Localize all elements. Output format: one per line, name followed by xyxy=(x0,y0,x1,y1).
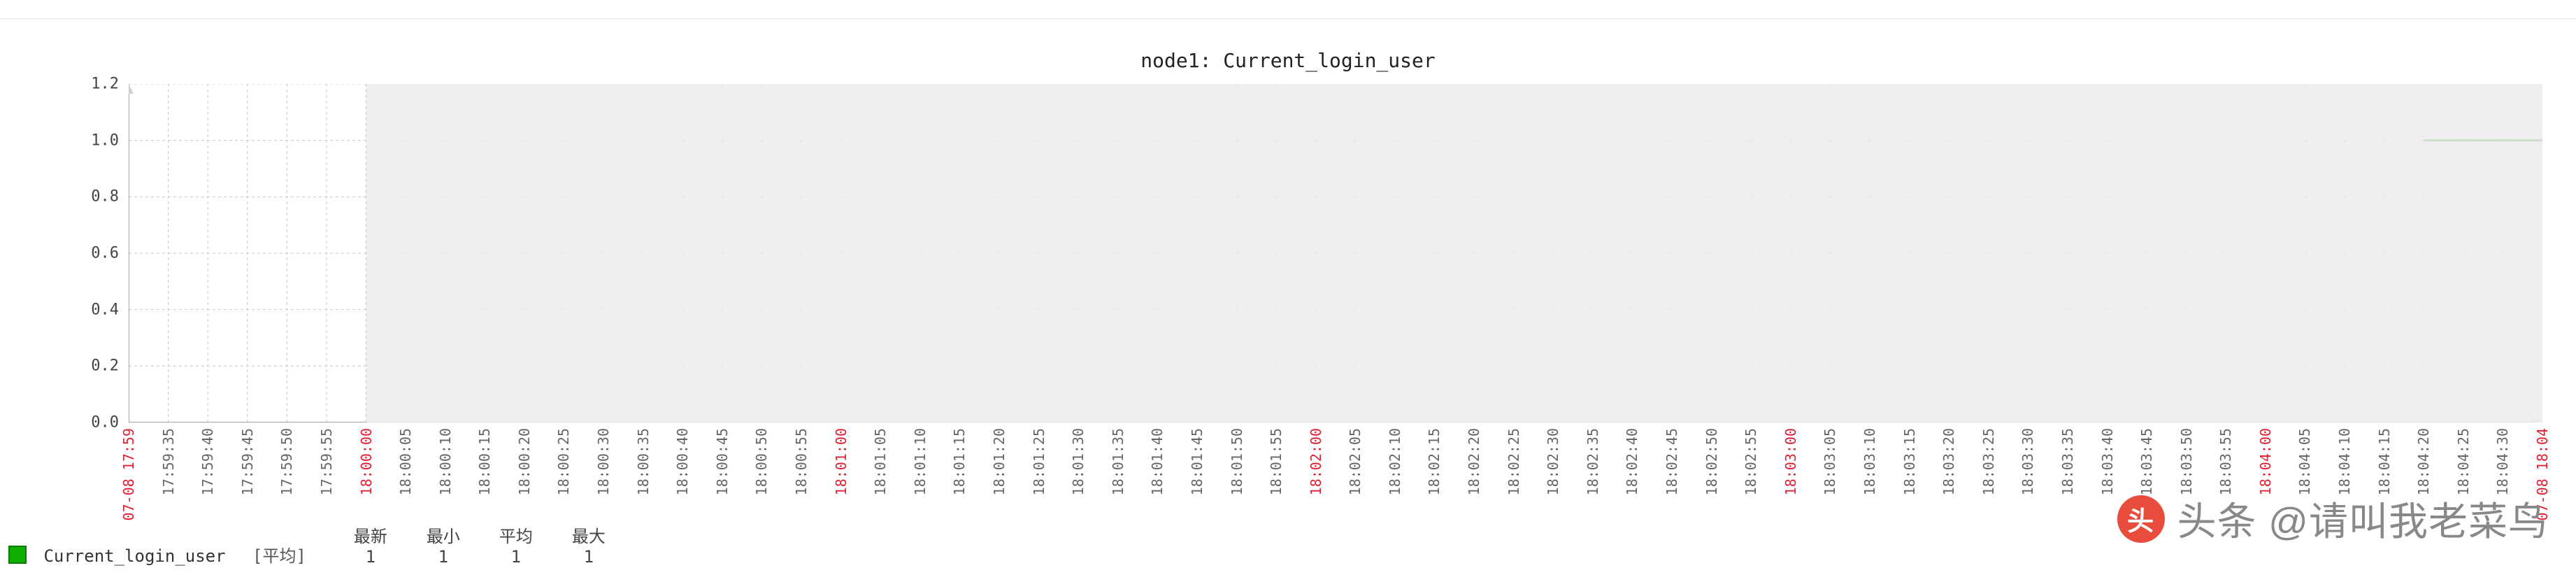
x-tick-label: 18:02:30 xyxy=(1545,428,1561,495)
x-tick-label: 18:03:45 xyxy=(2138,428,2155,495)
x-tick-label: 17:59:45 xyxy=(239,428,256,495)
legend-col-value: 1 xyxy=(407,547,480,567)
x-tick-label: 18:02:55 xyxy=(1743,428,1759,495)
x-tick-label: 18:01:55 xyxy=(1268,428,1285,495)
legend-series-name: Current_login_user xyxy=(43,546,225,566)
x-tick-label: 18:03:25 xyxy=(1980,428,1997,495)
watermark: 头 头条 @请叫我老菜鸟 xyxy=(2117,490,2548,547)
x-tick-label: 18:02:05 xyxy=(1347,428,1364,495)
x-tick-label: 18:00:55 xyxy=(793,428,810,495)
legend-mode: [平均] xyxy=(252,546,306,566)
y-tick-label: 0.8 xyxy=(91,188,119,206)
x-tick-label: 18:00:10 xyxy=(437,428,454,495)
legend-col-value: 1 xyxy=(552,547,625,567)
x-tick-label: 18:03:15 xyxy=(1901,428,1918,495)
chart-shade-region xyxy=(366,84,2542,423)
watermark-text: 头条 @请叫我老菜鸟 xyxy=(2177,490,2548,547)
x-tick-label: 18:03:30 xyxy=(2019,428,2036,495)
x-tick-label: 18:02:25 xyxy=(1505,428,1522,495)
x-tick-label: 18:03:50 xyxy=(2178,428,2195,495)
page-root: node1: Current_login_user 0.00.20.40.60.… xyxy=(0,0,2576,575)
x-tick-label: 17:59:40 xyxy=(199,428,216,495)
x-tick-label: 18:00:45 xyxy=(714,428,731,495)
legend-col-header: 最新 xyxy=(334,523,407,547)
x-tick-label: 18:04:00 xyxy=(2257,428,2274,495)
watermark-logo: 头 xyxy=(2117,495,2165,543)
x-tick-label: 18:03:20 xyxy=(1940,428,1957,495)
x-tick-label: 18:01:00 xyxy=(833,428,850,495)
x-tick-label: 18:00:25 xyxy=(555,428,572,495)
x-tick-label: 18:03:40 xyxy=(2099,428,2116,495)
x-tick-label: 18:04:20 xyxy=(2415,428,2432,495)
x-tick-label: 18:00:00 xyxy=(358,428,375,495)
x-tick-label: 17:59:55 xyxy=(318,428,335,495)
x-tick-label: 07-08 17:59 xyxy=(120,428,137,520)
x-tick-label: 18:00:15 xyxy=(476,428,493,495)
x-tick-label: 18:02:35 xyxy=(1584,428,1601,495)
top-divider xyxy=(0,0,2576,20)
x-tick-label: 18:00:35 xyxy=(635,428,652,495)
x-tick-label: 18:04:05 xyxy=(2296,428,2313,495)
x-tick-label: 18:04:10 xyxy=(2336,428,2353,495)
legend-series: Current_login_user [平均] xyxy=(8,542,306,567)
legend-stats-table: 最新最小平均最大 1111 xyxy=(334,523,625,567)
x-tick-label: 18:02:15 xyxy=(1426,428,1443,495)
x-tick-label: 18:02:45 xyxy=(1663,428,1680,495)
x-tick-label: 18:02:50 xyxy=(1703,428,1720,495)
x-tick-label: 18:02:20 xyxy=(1466,428,1482,495)
x-tick-label: 18:04:15 xyxy=(2376,428,2393,495)
y-tick-label: 0.0 xyxy=(91,414,119,432)
x-tick-label: 18:00:40 xyxy=(674,428,691,495)
y-tick-label: 0.2 xyxy=(91,357,119,375)
x-tick-label: 17:59:35 xyxy=(160,428,177,495)
legend-col-header: 平均 xyxy=(480,523,552,547)
x-tick-label: 18:00:20 xyxy=(516,428,533,495)
x-tick-label: 18:00:05 xyxy=(397,428,414,495)
x-tick-label: 18:03:55 xyxy=(2217,428,2234,495)
legend-swatch xyxy=(8,546,27,564)
x-tick-label: 18:01:20 xyxy=(991,428,1008,495)
x-tick-label: 18:03:00 xyxy=(1782,428,1799,495)
legend-col-header: 最小 xyxy=(407,523,480,547)
y-tick-label: 0.4 xyxy=(91,301,119,318)
legend-col-value: 1 xyxy=(480,547,552,567)
x-tick-label: 18:00:50 xyxy=(753,428,770,495)
x-tick-label: 18:03:35 xyxy=(2059,428,2076,495)
legend-col-header: 最大 xyxy=(552,523,625,547)
x-tick-label: 18:04:30 xyxy=(2494,428,2511,495)
x-tick-label: 18:04:25 xyxy=(2455,428,2472,495)
y-tick-label: 0.6 xyxy=(91,245,119,262)
x-tick-label: 18:01:40 xyxy=(1149,428,1166,495)
x-tick-label: 17:59:50 xyxy=(278,428,295,495)
x-tick-label: 18:01:05 xyxy=(872,428,889,495)
x-tick-label: 18:01:10 xyxy=(912,428,929,495)
x-tick-label: 18:03:10 xyxy=(1861,428,1878,495)
legend-col-value: 1 xyxy=(334,547,407,567)
x-tick-label: 07-08 18:04 xyxy=(2534,428,2551,520)
x-tick-label: 18:03:05 xyxy=(1822,428,1838,495)
x-tick-label: 18:02:00 xyxy=(1308,428,1324,495)
x-tick-label: 18:01:15 xyxy=(951,428,968,495)
chart-title: node1: Current_login_user xyxy=(0,49,2576,72)
x-tick-label: 18:00:30 xyxy=(595,428,612,495)
x-tick-label: 18:01:50 xyxy=(1229,428,1245,495)
x-tick-label: 18:01:30 xyxy=(1070,428,1087,495)
y-tick-label: 1.0 xyxy=(91,132,119,149)
chart-plot-area[interactable]: 0.00.20.40.60.81.01.207-08 17:5917:59:35… xyxy=(129,84,2542,423)
x-tick-label: 18:02:40 xyxy=(1624,428,1640,495)
chart-legend: Current_login_user [平均] 最新最小平均最大 1111 xyxy=(8,523,625,567)
x-tick-label: 18:01:45 xyxy=(1189,428,1205,495)
x-tick-label: 18:02:10 xyxy=(1387,428,1403,495)
x-tick-label: 18:01:35 xyxy=(1110,428,1126,495)
x-tick-label: 18:01:25 xyxy=(1031,428,1047,495)
y-tick-label: 1.2 xyxy=(91,76,119,93)
